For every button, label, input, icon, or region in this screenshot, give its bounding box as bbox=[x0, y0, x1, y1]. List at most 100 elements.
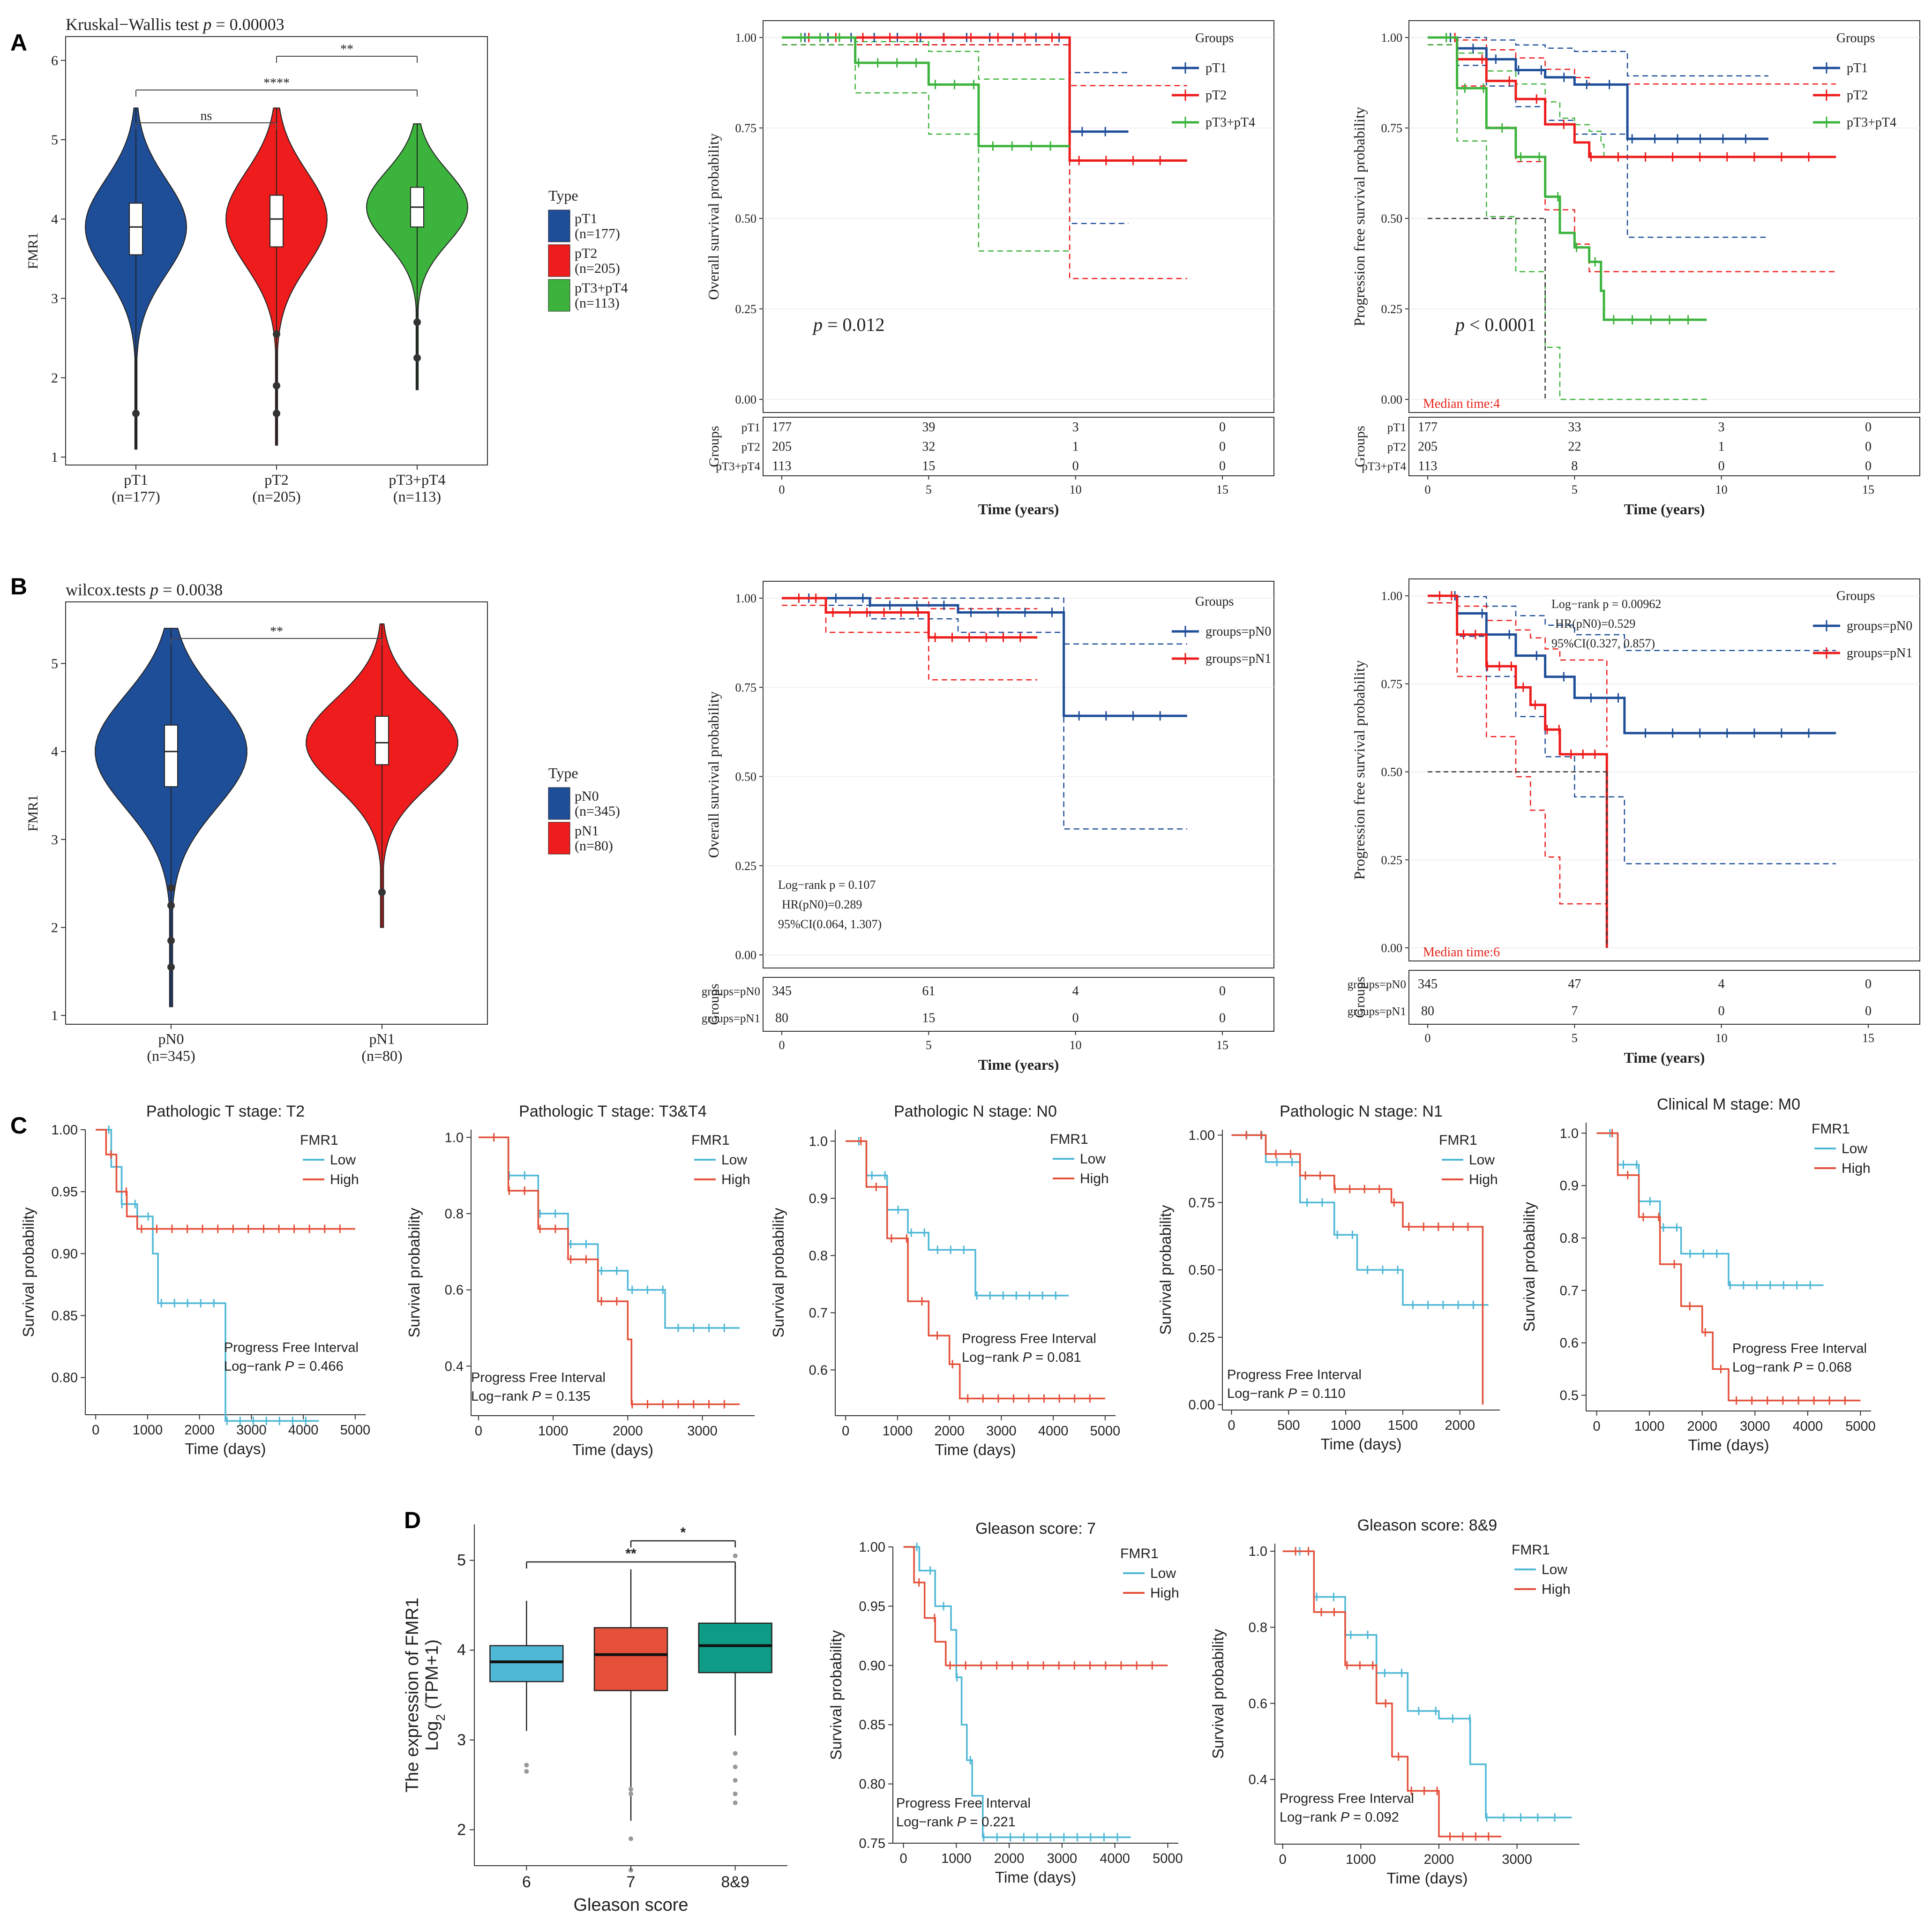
x-tick-label: 2000 bbox=[613, 1424, 643, 1439]
logrank-label: Log−rank P = 0.068 bbox=[1732, 1360, 1852, 1375]
chart-B2: 0.00 0.25 0.50 0.75 1.00 Overall survival pro… bbox=[702, 581, 1274, 1073]
y-axis-label: Survival probability bbox=[1520, 1202, 1538, 1332]
x-tick-label: 2000 bbox=[1424, 1852, 1454, 1867]
chart-title: Pathologic N stage: N0 bbox=[894, 1103, 1057, 1120]
x-axis-label: Time (years) bbox=[1624, 1049, 1705, 1066]
x-tick-label: 3000 bbox=[1047, 1851, 1078, 1866]
text-part: P bbox=[1340, 1810, 1350, 1825]
y-tick-label: 1.00 bbox=[52, 1123, 78, 1138]
y-tick-label: 5 bbox=[51, 132, 58, 148]
x-tick-label: pT1 bbox=[124, 471, 148, 488]
risk-count: 113 bbox=[1418, 459, 1438, 473]
text-part: Log−rank bbox=[1227, 1386, 1288, 1401]
ci-lower bbox=[1428, 44, 1768, 238]
x-tick-label: 5000 bbox=[1153, 1851, 1183, 1866]
y-axis-label: The expression of FMR1 bbox=[403, 1598, 422, 1793]
legend-label: groups=pN1 bbox=[1847, 646, 1912, 660]
risk-table-ylabel: Groups bbox=[1352, 976, 1368, 1018]
stat-text: 95%CI(0.327, 0.857) bbox=[1551, 637, 1655, 650]
logrank-label: Log−rank P = 0.110 bbox=[1227, 1386, 1346, 1401]
legend-label: groups=pN0 bbox=[1847, 619, 1912, 633]
risk-count: 177 bbox=[772, 420, 792, 435]
outlier-point bbox=[733, 1553, 738, 1559]
legend-label: pN0 bbox=[575, 788, 599, 804]
legend-title: FMR1 bbox=[1439, 1133, 1477, 1148]
text-part: p bbox=[149, 580, 158, 599]
risk-table-frame bbox=[1408, 970, 1920, 1025]
ci-upper bbox=[1428, 595, 1608, 747]
x-tick-label: 1000 bbox=[133, 1423, 163, 1438]
y-tick-label: 0.95 bbox=[52, 1185, 78, 1200]
ci-upper bbox=[1428, 595, 1836, 652]
pfi-label: Progress Free Interval bbox=[962, 1331, 1096, 1346]
sig-label: ** bbox=[270, 624, 283, 639]
risk-count: 0 bbox=[1072, 1011, 1079, 1025]
y-axis-label: Overall survival probability bbox=[705, 133, 722, 300]
outlier-point bbox=[629, 1787, 633, 1792]
outlier-point bbox=[273, 382, 280, 390]
risk-count: 15 bbox=[922, 459, 935, 473]
y-tick-label: 0.25 bbox=[1189, 1330, 1215, 1345]
x-tick-label: 15 bbox=[1862, 483, 1874, 496]
risk-count: 47 bbox=[1568, 977, 1581, 991]
y-tick-label: 0.75 bbox=[735, 121, 757, 135]
y-tick-label: 0.85 bbox=[859, 1718, 885, 1733]
risk-count: 8 bbox=[1571, 459, 1578, 473]
risk-count: 0 bbox=[1865, 1004, 1872, 1018]
y-tick-label: 0.00 bbox=[1381, 393, 1403, 406]
ci-upper bbox=[1428, 37, 1768, 77]
outlier-point bbox=[167, 901, 175, 909]
legend-label: Low bbox=[330, 1152, 356, 1168]
chart-D3: Gleason score: 8&9 0.4 0.6 0.8 1.0 Survival p… bbox=[1209, 1516, 1580, 1887]
chart-A1: 1 2 3 4 5 6 FMR1 Kruskal−Wallis test p = 0.0000… bbox=[25, 15, 628, 505]
y-axis-label: Progression free survival probability bbox=[1351, 107, 1368, 326]
x-tick-label: 2000 bbox=[1445, 1418, 1475, 1433]
text-part: = 0.092 bbox=[1349, 1810, 1399, 1825]
text-part: P bbox=[532, 1389, 541, 1404]
km-curve-Low bbox=[1231, 1134, 1489, 1306]
y-tick-label: 5 bbox=[457, 1552, 466, 1569]
median-time-label: Median time:6 bbox=[1423, 945, 1500, 960]
x-tick-label: 4000 bbox=[1038, 1424, 1069, 1439]
chart-title: Gleason score: 7 bbox=[975, 1520, 1096, 1538]
x-tick-label: 5000 bbox=[340, 1423, 371, 1438]
plot-frame bbox=[763, 581, 1274, 968]
y-tick-label: 0.8 bbox=[1560, 1231, 1579, 1246]
legend-label: pT2 bbox=[575, 246, 597, 261]
stat-text: HR(pN0)=0.289 bbox=[782, 898, 862, 911]
legend-title: FMR1 bbox=[300, 1133, 338, 1148]
legend-title: FMR1 bbox=[691, 1133, 730, 1148]
y-tick-label: 1 bbox=[51, 450, 58, 465]
chart-C2: Pathologic T stage: T3&T4 0.4 0.6 0.8 1.0 Sur… bbox=[405, 1103, 755, 1458]
risk-count: 345 bbox=[772, 984, 792, 998]
x-tick-label: 1500 bbox=[1388, 1418, 1418, 1433]
legend-count: (n=113) bbox=[575, 295, 620, 311]
chart-title: Gleason score: 8&9 bbox=[1357, 1516, 1498, 1534]
y-tick-label: 0.7 bbox=[809, 1306, 828, 1321]
text-part: = 0.135 bbox=[541, 1389, 591, 1404]
y-tick-label: 1.00 bbox=[1189, 1128, 1215, 1143]
legend-label: High bbox=[721, 1172, 750, 1187]
x-axis-label: Time (days) bbox=[1688, 1436, 1769, 1454]
x-axis-label: Time (days) bbox=[935, 1441, 1016, 1458]
risk-count: 0 bbox=[1072, 459, 1079, 473]
y-tick-label: 0.50 bbox=[1189, 1263, 1215, 1278]
logrank-label: Log−rank P = 0.466 bbox=[224, 1359, 344, 1374]
y-tick-label: 0.25 bbox=[735, 302, 757, 316]
x-axis-label: Time (days) bbox=[1321, 1435, 1402, 1453]
outlier-point bbox=[629, 1791, 633, 1796]
x-tick-label: 3000 bbox=[687, 1424, 718, 1439]
y-tick-label: 0.00 bbox=[735, 393, 757, 406]
legend-label: Low bbox=[721, 1152, 747, 1168]
y-tick-label: 0.50 bbox=[735, 770, 757, 784]
risk-count: 205 bbox=[1418, 440, 1438, 454]
y-tick-label: 5 bbox=[51, 656, 58, 671]
risk-count: 61 bbox=[922, 984, 935, 998]
x-count-label: (n=205) bbox=[252, 488, 300, 505]
legend-label: High bbox=[1150, 1585, 1179, 1601]
outlier-point bbox=[733, 1764, 738, 1770]
x-count-label: (n=113) bbox=[393, 488, 441, 505]
risk-count: 205 bbox=[772, 440, 792, 454]
